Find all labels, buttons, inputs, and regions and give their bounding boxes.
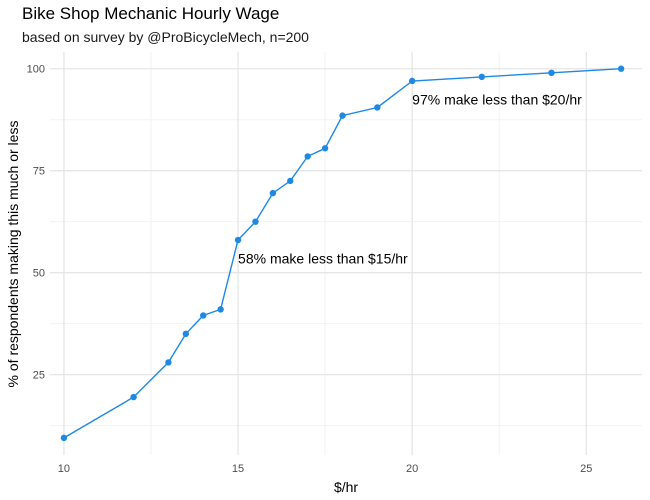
major-gridlines — [50, 52, 642, 455]
y-axis-title: % of respondents making this much or les… — [5, 121, 21, 388]
data-point — [304, 153, 311, 160]
minor-gridlines — [50, 52, 642, 455]
y-tick-label: 25 — [33, 370, 45, 382]
data-point — [269, 189, 277, 197]
x-axis-title: $/hr — [334, 479, 358, 495]
x-tick-label: 10 — [58, 463, 70, 475]
annotation-label: 97% make less than $20/hr — [412, 91, 582, 107]
x-tick-label: 20 — [406, 463, 418, 475]
data-point — [374, 104, 381, 111]
data-point — [548, 69, 555, 77]
series-layer — [60, 65, 625, 442]
data-point — [408, 77, 416, 85]
data-point — [321, 145, 329, 152]
data-point — [617, 65, 625, 72]
x-tick-label: 25 — [580, 463, 592, 475]
annotation-label: 58% make less than $15/hr — [238, 250, 408, 266]
y-tick-label: 50 — [33, 268, 45, 280]
data-point — [217, 306, 224, 313]
x-tick-label: 15 — [232, 463, 244, 475]
data-point — [130, 393, 137, 401]
y-tick-label: 100 — [27, 64, 45, 76]
data-point — [234, 236, 242, 244]
series-line — [63, 68, 622, 439]
chart-title: Bike Shop Mechanic Hourly Wage — [22, 4, 280, 23]
y-tick-label: 75 — [33, 166, 45, 178]
data-point — [339, 112, 346, 119]
data-point — [182, 330, 190, 338]
data-point — [165, 359, 172, 366]
chart-subtitle: based on survey by @ProBicycleMech, n=20… — [22, 29, 309, 45]
annotations: 58% make less than $15/hr 97% make less t… — [238, 91, 582, 266]
data-point — [60, 434, 68, 442]
data-point — [478, 73, 486, 81]
data-point — [200, 312, 207, 319]
data-point — [287, 177, 294, 185]
tick-labels: 10 15 20 25 25 50 75 100 — [27, 64, 593, 475]
data-point — [252, 218, 259, 225]
